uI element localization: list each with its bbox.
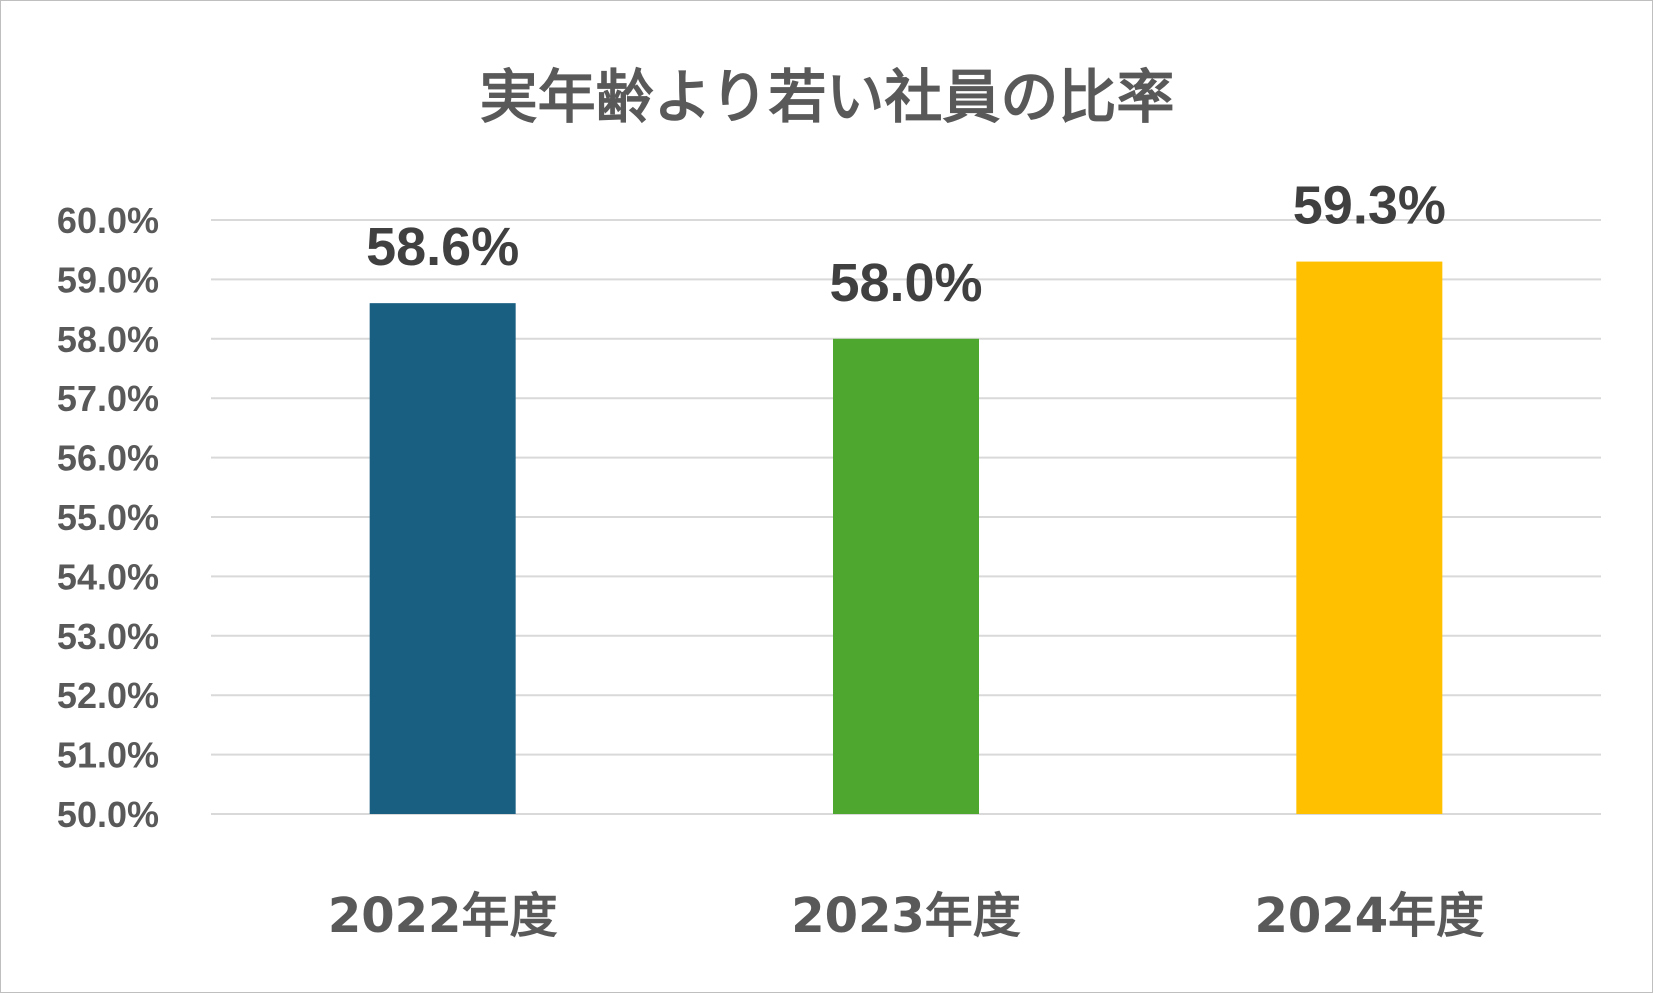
bars bbox=[369, 261, 1443, 815]
y-tick-label: 60.0% bbox=[57, 200, 159, 241]
y-tick-label: 57.0% bbox=[57, 378, 159, 419]
y-tick-label: 52.0% bbox=[57, 675, 159, 716]
y-tick-label: 59.0% bbox=[57, 259, 159, 300]
y-tick-label: 54.0% bbox=[57, 556, 159, 597]
bar bbox=[833, 338, 979, 814]
y-axis-tick-labels: 50.0% 51.0% 52.0% 53.0% 54.0% 55.0% 56.0% 57.0%… bbox=[57, 200, 159, 835]
bar bbox=[1296, 261, 1443, 815]
data-labels: 58.6% 58.0% 59.3% bbox=[366, 176, 1446, 313]
x-axis-tick-labels: 2022年度 2023年度 2024年度 bbox=[328, 888, 1484, 944]
y-tick-label: 56.0% bbox=[57, 438, 159, 479]
y-tick-label: 58.0% bbox=[57, 319, 159, 360]
data-label: 58.0% bbox=[829, 253, 982, 313]
chart-title: 実年齢より若い社員の比率 bbox=[480, 63, 1175, 131]
y-tick-label: 53.0% bbox=[57, 616, 159, 657]
x-tick-label: 2022年度 bbox=[328, 888, 558, 944]
x-tick-label: 2024年度 bbox=[1255, 888, 1485, 944]
x-tick-label: 2023年度 bbox=[791, 888, 1021, 944]
bar bbox=[369, 303, 516, 814]
y-tick-label: 50.0% bbox=[57, 794, 159, 835]
y-tick-label: 55.0% bbox=[57, 497, 159, 538]
data-label: 59.3% bbox=[1293, 176, 1446, 236]
data-label: 58.6% bbox=[366, 217, 519, 277]
y-tick-label: 51.0% bbox=[57, 735, 159, 776]
